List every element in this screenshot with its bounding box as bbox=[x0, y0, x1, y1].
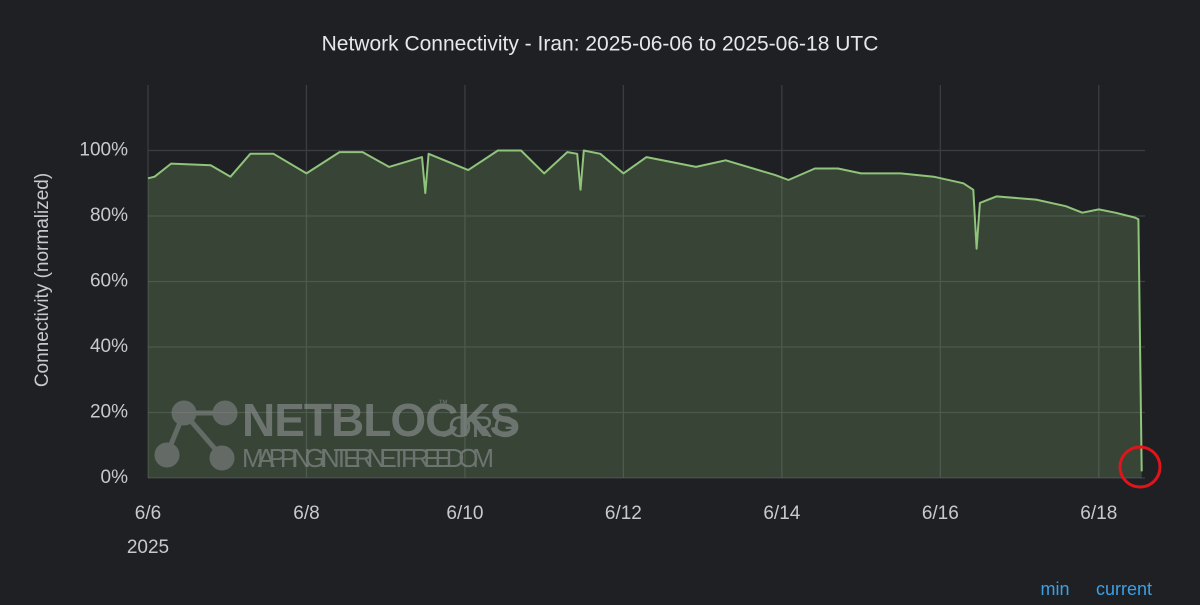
x-tick-label: 6/18 bbox=[1080, 503, 1117, 524]
watermark-tagline: MAPPING INTERNET FREEDOM bbox=[242, 443, 494, 473]
watermark: NETBLOCKS .ORG ™ MAPPING INTERNET FREEDO… bbox=[154, 394, 520, 473]
logo-node bbox=[154, 442, 180, 468]
legend-column[interactable]: min bbox=[1040, 579, 1069, 599]
plot-area: 0% 20% 40% 60% 80% 100% 6/6 2025 6/8 6/10 6/12 6/14… bbox=[79, 85, 1145, 558]
x-tick-label: 6/16 bbox=[922, 503, 959, 524]
legend-column[interactable]: current bbox=[1096, 579, 1152, 599]
x-tick-year: 2025 bbox=[127, 537, 169, 558]
x-tick-label: 6/8 bbox=[293, 503, 319, 524]
area-fill bbox=[148, 150, 1142, 478]
watermark-suffix: .ORG bbox=[440, 411, 517, 444]
highlight-circle bbox=[1118, 445, 1162, 489]
y-axis-label: Connectivity (normalized) bbox=[32, 173, 53, 387]
logo-node bbox=[171, 400, 197, 426]
x-tick-label: 6/10 bbox=[446, 503, 483, 524]
logo-node bbox=[212, 400, 238, 426]
y-tick-label: 20% bbox=[90, 402, 128, 423]
y-tick-label: 100% bbox=[79, 140, 128, 161]
x-tick-label: 6/12 bbox=[605, 503, 642, 524]
watermark-logo bbox=[154, 400, 238, 471]
y-tick-label: 40% bbox=[90, 336, 128, 357]
y-tick-label: 60% bbox=[90, 271, 128, 292]
x-tick-label: 6/6 bbox=[135, 503, 161, 524]
series-line bbox=[147, 149, 1143, 472]
chart-title: Network Connectivity - Iran: 2025-06-06 … bbox=[322, 33, 879, 56]
x-tick-label: 6/14 bbox=[763, 503, 800, 524]
watermark-tm: ™ bbox=[438, 399, 448, 410]
y-tick-label: 0% bbox=[101, 467, 129, 488]
watermark-name: NETBLOCKS bbox=[242, 394, 519, 446]
logo-node bbox=[209, 445, 235, 471]
y-tick-label: 80% bbox=[90, 205, 128, 226]
